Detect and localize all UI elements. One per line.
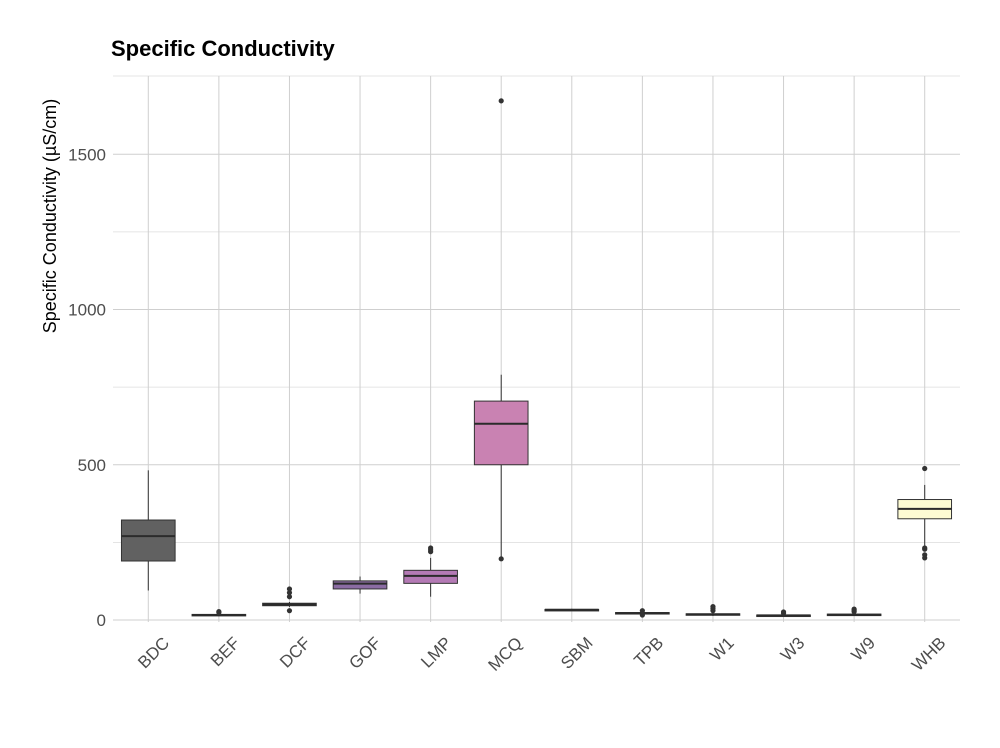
box-w3 bbox=[756, 609, 811, 618]
box-sbm bbox=[544, 608, 600, 612]
box-outlier-point bbox=[498, 98, 504, 104]
x-tick-label: TPB bbox=[630, 633, 667, 670]
box-mcq bbox=[473, 98, 529, 562]
box-outlier-point bbox=[286, 586, 293, 592]
box-dcf bbox=[262, 586, 317, 614]
y-tick-label: 0 bbox=[97, 611, 106, 630]
box-w1 bbox=[685, 604, 741, 616]
y-axis-label: Specific Conductivity (µS/cm) bbox=[40, 99, 60, 333]
box-outlier-point bbox=[216, 609, 222, 615]
y-tick-label: 1500 bbox=[68, 145, 106, 164]
box-layer bbox=[120, 98, 953, 618]
box-outlier-point bbox=[780, 609, 787, 615]
x-tick-label: BDC bbox=[134, 633, 173, 672]
box-outlier-point bbox=[922, 552, 928, 558]
x-tick-label: SBM bbox=[557, 633, 596, 672]
y-tick-label: 500 bbox=[78, 456, 106, 475]
box-iqr bbox=[332, 580, 388, 590]
x-tick-label: W3 bbox=[777, 633, 808, 664]
box-outlier-point bbox=[922, 465, 928, 472]
box-outlier-point bbox=[710, 604, 716, 610]
x-tick-label: MCQ bbox=[485, 633, 526, 674]
box-outlier-point bbox=[639, 608, 645, 614]
box-tpb bbox=[615, 608, 670, 618]
grid-layer bbox=[113, 75, 960, 622]
y-axis-ticks: 0 500 1000 1500 bbox=[68, 145, 106, 630]
x-tick-label: W9 bbox=[847, 633, 878, 664]
box-outlier-point bbox=[286, 594, 293, 600]
box-gof bbox=[332, 576, 388, 594]
box-lmp bbox=[403, 545, 458, 597]
x-tick-label: LMP bbox=[417, 633, 455, 671]
box-w9 bbox=[826, 606, 882, 617]
box-outlier-point bbox=[922, 545, 928, 551]
box-outlier-point bbox=[286, 590, 293, 596]
chart-title: Specific Conductivity bbox=[111, 36, 335, 61]
x-tick-label: W1 bbox=[706, 633, 737, 664]
box-iqr bbox=[473, 400, 529, 466]
x-tick-label: BEF bbox=[207, 633, 244, 670]
x-tick-label: WHB bbox=[908, 633, 949, 674]
box-bef bbox=[191, 609, 247, 617]
box-outlier-point bbox=[498, 556, 504, 562]
box-outlier-point bbox=[639, 612, 645, 618]
box-outlier-point bbox=[286, 608, 293, 614]
x-tick-label: DCF bbox=[276, 633, 314, 671]
x-axis-ticks: BDC BEF DCF GOF LMP MCQ SBM TPB W1 W3 W9 WHB bbox=[134, 633, 949, 674]
x-tick-label: GOF bbox=[345, 633, 384, 672]
box-whb bbox=[897, 465, 953, 561]
y-tick-label: 1000 bbox=[68, 301, 106, 320]
box-outlier-point bbox=[428, 545, 434, 551]
box-outlier-point bbox=[851, 606, 857, 612]
box-bdc bbox=[120, 470, 176, 591]
box-iqr bbox=[120, 519, 176, 562]
